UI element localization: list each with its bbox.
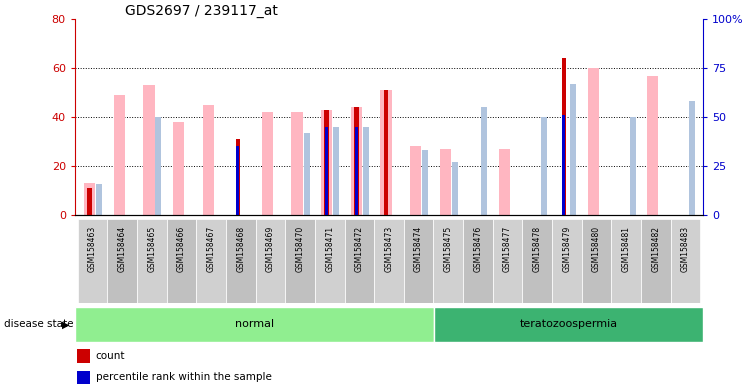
Text: GSM158478: GSM158478 [533, 226, 542, 272]
Bar [404, 219, 433, 303]
Bar [226, 219, 256, 303]
Text: GDS2697 / 239117_at: GDS2697 / 239117_at [125, 4, 278, 18]
Bar [562, 115, 565, 215]
Bar [196, 219, 226, 303]
Text: GSM158473: GSM158473 [384, 226, 393, 272]
Bar [440, 149, 451, 215]
Bar [499, 149, 510, 215]
Bar [422, 151, 428, 215]
Text: GSM158470: GSM158470 [295, 226, 304, 272]
Bar [137, 219, 167, 303]
Text: disease state: disease state [4, 319, 73, 329]
Text: normal: normal [235, 319, 274, 329]
Text: GSM158469: GSM158469 [266, 226, 275, 272]
Bar [611, 219, 641, 303]
Bar [77, 349, 90, 363]
Bar [203, 105, 214, 215]
Bar [236, 139, 240, 215]
Text: GSM158477: GSM158477 [503, 226, 512, 272]
Bar [78, 219, 108, 303]
Bar [384, 90, 388, 215]
Bar [541, 117, 547, 215]
Bar [114, 95, 125, 215]
Bar [334, 127, 339, 215]
Bar [463, 219, 493, 303]
Bar [552, 219, 582, 303]
Bar [262, 112, 273, 215]
Text: GSM158474: GSM158474 [414, 226, 423, 272]
Bar [482, 108, 488, 215]
Bar [108, 219, 137, 303]
Bar [493, 219, 522, 303]
Bar [562, 58, 566, 215]
Bar [84, 183, 95, 215]
Text: GSM158480: GSM158480 [592, 226, 601, 272]
Bar [321, 110, 332, 215]
Bar [363, 127, 369, 215]
Text: teratozoospermia: teratozoospermia [519, 319, 618, 329]
Text: ▶: ▶ [62, 319, 70, 329]
Text: GSM158467: GSM158467 [206, 226, 215, 272]
Bar [285, 219, 315, 303]
Text: GSM158463: GSM158463 [88, 226, 97, 272]
Bar [77, 371, 90, 384]
Bar [355, 127, 358, 215]
Text: GSM158465: GSM158465 [147, 226, 156, 272]
Bar [570, 84, 576, 215]
Bar [434, 307, 703, 342]
Bar [582, 219, 611, 303]
Bar [522, 219, 552, 303]
Bar [630, 117, 636, 215]
Bar [304, 133, 310, 215]
Bar [156, 117, 162, 215]
Bar [345, 219, 374, 303]
Bar [325, 127, 328, 215]
Bar [641, 219, 670, 303]
Text: GSM158481: GSM158481 [622, 226, 631, 271]
Text: percentile rank within the sample: percentile rank within the sample [96, 372, 272, 382]
Bar [351, 108, 362, 215]
Text: GSM158476: GSM158476 [473, 226, 482, 272]
Bar [354, 108, 358, 215]
Text: GSM158472: GSM158472 [355, 226, 364, 272]
Text: GSM158482: GSM158482 [652, 226, 660, 271]
Text: count: count [96, 351, 125, 361]
Text: GSM158475: GSM158475 [444, 226, 453, 272]
Bar [670, 219, 700, 303]
Bar [689, 101, 695, 215]
Bar [315, 219, 345, 303]
Bar [381, 90, 392, 215]
Bar [144, 85, 155, 215]
Bar [88, 188, 92, 215]
Bar [588, 68, 599, 215]
Bar [410, 147, 421, 215]
Bar [96, 184, 102, 215]
Bar [325, 110, 329, 215]
Text: GSM158464: GSM158464 [117, 226, 126, 272]
Text: GSM158468: GSM158468 [236, 226, 245, 272]
Bar [75, 307, 434, 342]
Text: GSM158471: GSM158471 [325, 226, 334, 272]
Bar [374, 219, 404, 303]
Text: GSM158483: GSM158483 [681, 226, 690, 272]
Text: GSM158479: GSM158479 [562, 226, 571, 272]
Bar [433, 219, 463, 303]
Bar [292, 112, 303, 215]
Text: GSM158466: GSM158466 [177, 226, 186, 272]
Bar [647, 76, 658, 215]
Bar [256, 219, 285, 303]
Bar [173, 122, 184, 215]
Bar [236, 147, 239, 215]
Bar [167, 219, 196, 303]
Bar [452, 162, 458, 215]
